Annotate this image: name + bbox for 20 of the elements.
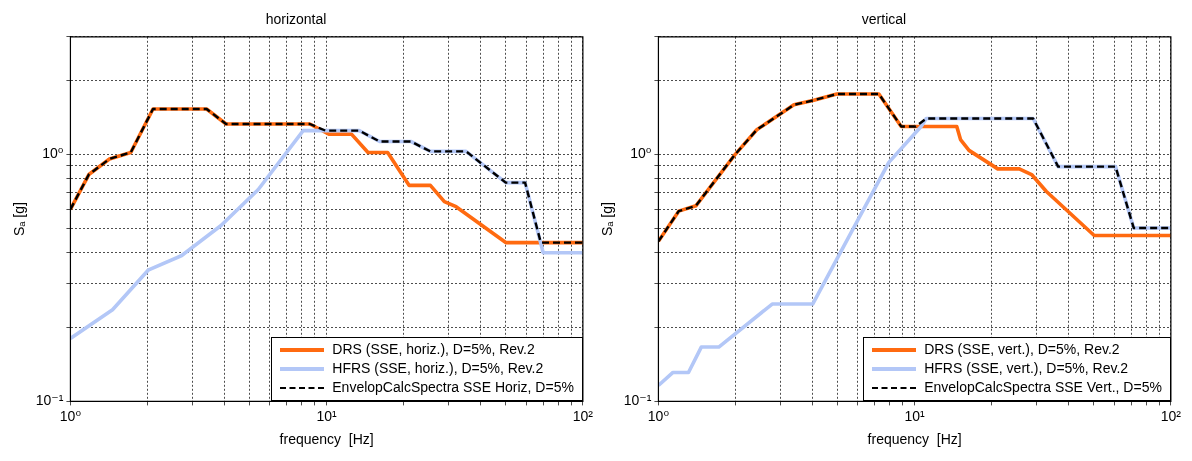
- legend-label: HFRS (SSE, vert.), D=5%, Rev.2: [924, 359, 1129, 379]
- y-tick-label: 10⁻¹: [623, 392, 652, 409]
- legend-label: DRS (SSE, vert.), D=5%, Rev.2: [924, 340, 1120, 360]
- y-axis-title: Sₐ [g]: [11, 202, 28, 237]
- x-tick-label: 10¹: [904, 407, 926, 424]
- x-tick-label: 10¹: [316, 407, 338, 424]
- x-tick-label: 10²: [572, 407, 594, 424]
- legend-label: HFRS (SSE, horiz.), D=5%, Rev.2: [332, 359, 544, 379]
- x-axis-title: frequency [Hz]: [867, 431, 962, 448]
- legend-label: EnvelopCalcSpectra SSE Horiz, D=5%: [332, 378, 574, 398]
- x-tick-label: 10⁰: [59, 407, 82, 424]
- y-axis-title: Sₐ [g]: [599, 202, 616, 237]
- legend-label: DRS (SSE, horiz.), D=5%, Rev.2: [332, 340, 535, 360]
- legend-label: EnvelopCalcSpectra SSE Vert., D=5%: [924, 378, 1162, 398]
- chart-title: horizontal: [265, 11, 327, 28]
- x-tick-label: 10²: [1160, 407, 1182, 424]
- x-tick-label: 10⁰: [647, 407, 670, 424]
- y-tick-label: 10⁻¹: [35, 392, 64, 409]
- chart-title: vertical: [861, 11, 907, 28]
- x-axis-title: frequency [Hz]: [279, 431, 374, 448]
